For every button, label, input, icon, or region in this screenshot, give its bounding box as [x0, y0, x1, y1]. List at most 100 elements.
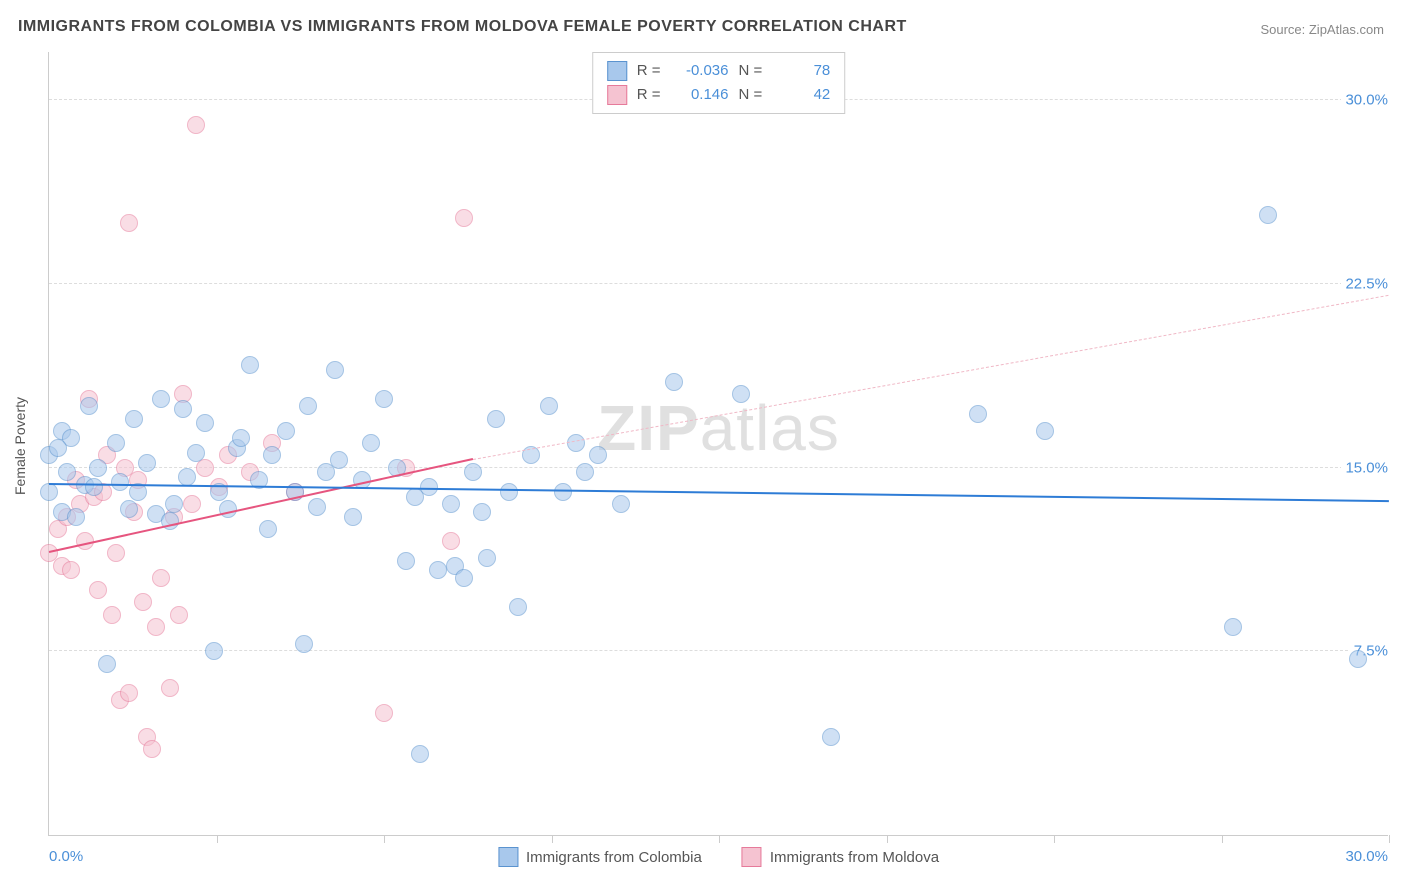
series-name-colombia: Immigrants from Colombia: [526, 849, 702, 866]
swatch-moldova: [742, 847, 762, 867]
y-tick-label: 22.5%: [1341, 275, 1392, 292]
x-tick: [1389, 835, 1390, 843]
n-label: N =: [739, 83, 763, 107]
data-point-colombia: [326, 361, 344, 379]
data-point-colombia: [40, 483, 58, 501]
x-tick: [217, 835, 218, 843]
data-point-colombia: [500, 483, 518, 501]
data-point-colombia: [554, 483, 572, 501]
source-attribution: Source: ZipAtlas.com: [1260, 22, 1384, 37]
data-point-colombia: [178, 468, 196, 486]
y-tick-label: 15.0%: [1341, 459, 1392, 476]
watermark: ZIPatlas: [597, 391, 840, 465]
data-point-colombia: [397, 552, 415, 570]
data-point-colombia: [111, 473, 129, 491]
correlation-legend: R = -0.036 N = 78 R = 0.146 N = 42: [592, 52, 846, 114]
data-point-moldova: [455, 209, 473, 227]
data-point-moldova: [120, 684, 138, 702]
x-tick: [1054, 835, 1055, 843]
data-point-moldova: [89, 581, 107, 599]
swatch-colombia: [607, 61, 627, 81]
data-point-colombia: [375, 390, 393, 408]
swatch-moldova: [607, 85, 627, 105]
data-point-colombia: [473, 503, 491, 521]
data-point-colombia: [822, 728, 840, 746]
grid-line: [49, 283, 1388, 284]
data-point-colombia: [165, 495, 183, 513]
data-point-colombia: [125, 410, 143, 428]
x-tick: [887, 835, 888, 843]
data-point-colombia: [49, 439, 67, 457]
data-point-colombia: [219, 500, 237, 518]
data-point-moldova: [147, 618, 165, 636]
data-point-colombia: [732, 385, 750, 403]
data-point-colombia: [299, 397, 317, 415]
data-point-colombia: [205, 642, 223, 660]
watermark-rest: atlas: [700, 392, 840, 464]
r-value-moldova: 0.146: [671, 83, 729, 107]
data-point-colombia: [308, 498, 326, 516]
data-point-colombia: [330, 451, 348, 469]
data-point-colombia: [589, 446, 607, 464]
data-point-moldova: [62, 561, 80, 579]
legend-item-moldova: Immigrants from Moldova: [742, 847, 939, 867]
r-label: R =: [637, 59, 661, 83]
data-point-colombia: [478, 549, 496, 567]
data-point-moldova: [134, 593, 152, 611]
data-point-colombia: [1224, 618, 1242, 636]
x-tick: [1222, 835, 1223, 843]
data-point-moldova: [183, 495, 201, 513]
data-point-colombia: [107, 434, 125, 452]
data-point-colombia: [89, 459, 107, 477]
chart-title: IMMIGRANTS FROM COLOMBIA VS IMMIGRANTS F…: [18, 18, 907, 36]
data-point-moldova: [120, 214, 138, 232]
data-point-moldova: [103, 606, 121, 624]
data-point-colombia: [67, 508, 85, 526]
data-point-colombia: [540, 397, 558, 415]
data-point-colombia: [567, 434, 585, 452]
n-label: N =: [739, 59, 763, 83]
data-point-colombia: [232, 429, 250, 447]
scatter-plot-area: ZIPatlas R = -0.036 N = 78 R = 0.146 N =…: [48, 52, 1388, 836]
data-point-colombia: [295, 635, 313, 653]
data-point-colombia: [263, 446, 281, 464]
data-point-colombia: [464, 463, 482, 481]
data-point-colombia: [429, 561, 447, 579]
trend-line-colombia: [49, 483, 1389, 502]
data-point-colombia: [665, 373, 683, 391]
data-point-colombia: [487, 410, 505, 428]
r-value-colombia: -0.036: [671, 59, 729, 83]
data-point-colombia: [138, 454, 156, 472]
data-point-colombia: [362, 434, 380, 452]
grid-line: [49, 650, 1388, 651]
data-point-moldova: [442, 532, 460, 550]
data-point-colombia: [187, 444, 205, 462]
y-axis-title: Female Poverty: [12, 397, 28, 495]
data-point-colombia: [576, 463, 594, 481]
data-point-moldova: [143, 740, 161, 758]
n-value-colombia: 78: [772, 59, 830, 83]
data-point-colombia: [969, 405, 987, 423]
data-point-colombia: [85, 478, 103, 496]
data-point-moldova: [187, 116, 205, 134]
swatch-colombia: [498, 847, 518, 867]
r-label: R =: [637, 83, 661, 107]
data-point-colombia: [455, 569, 473, 587]
data-point-moldova: [161, 679, 179, 697]
legend-row-colombia: R = -0.036 N = 78: [607, 59, 831, 83]
data-point-moldova: [170, 606, 188, 624]
series-name-moldova: Immigrants from Moldova: [770, 849, 939, 866]
data-point-colombia: [98, 655, 116, 673]
data-point-colombia: [277, 422, 295, 440]
data-point-colombia: [259, 520, 277, 538]
data-point-colombia: [196, 414, 214, 432]
data-point-colombia: [344, 508, 362, 526]
data-point-moldova: [107, 544, 125, 562]
data-point-colombia: [442, 495, 460, 513]
data-point-colombia: [58, 463, 76, 481]
data-point-colombia: [411, 745, 429, 763]
x-tick: [384, 835, 385, 843]
data-point-colombia: [612, 495, 630, 513]
y-tick-label: 30.0%: [1341, 92, 1392, 109]
data-point-colombia: [1036, 422, 1054, 440]
